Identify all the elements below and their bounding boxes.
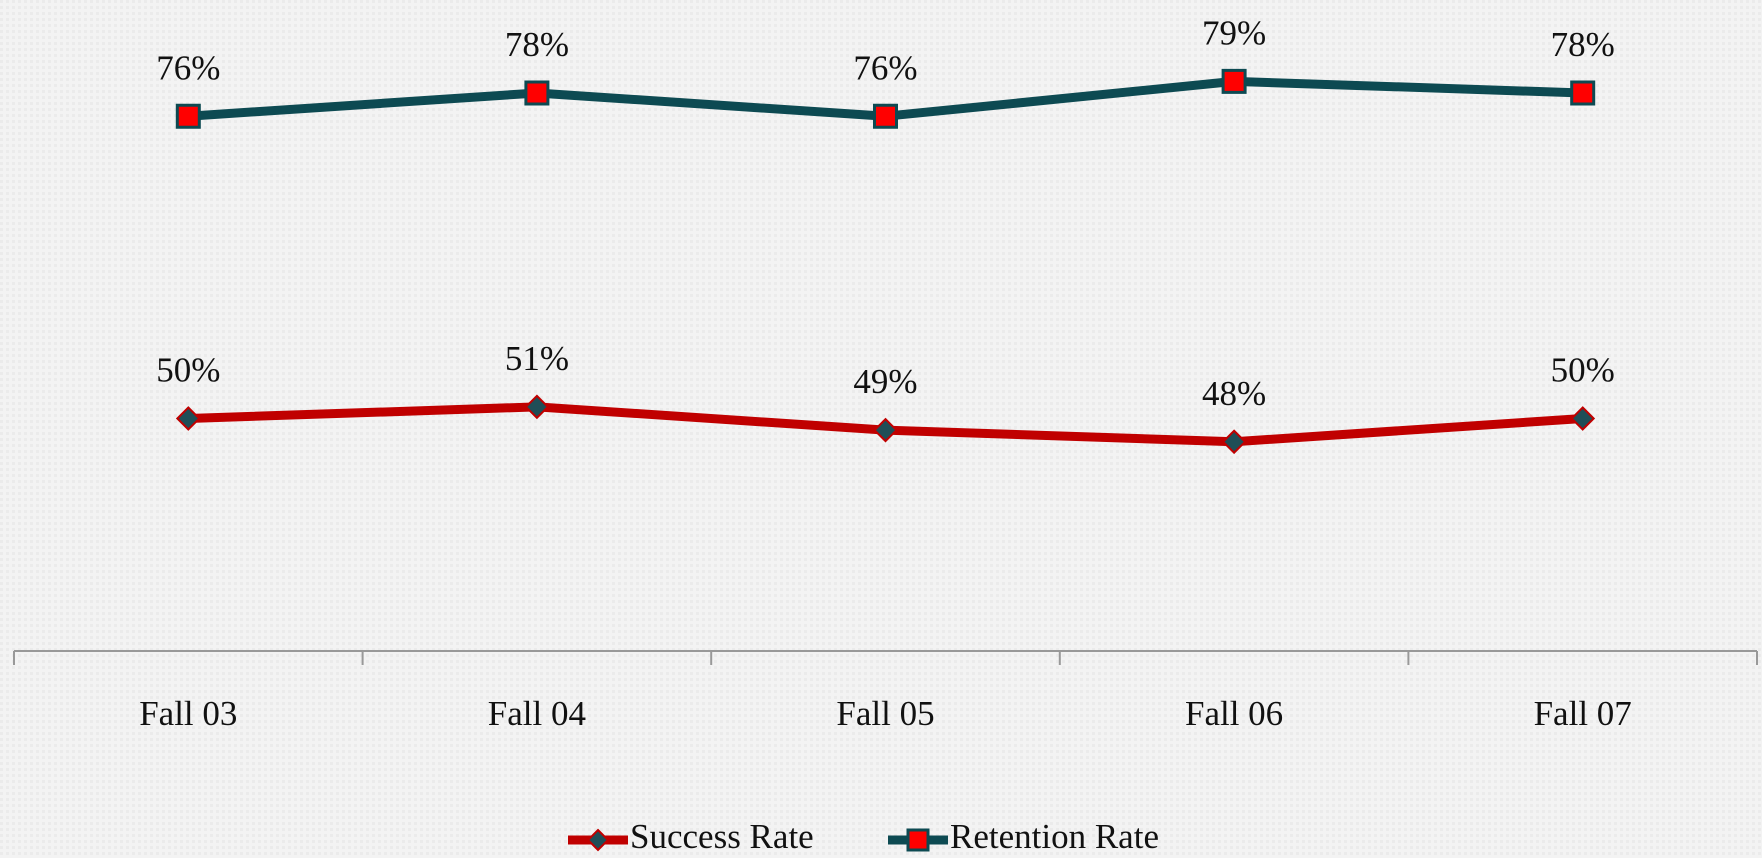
marker — [175, 406, 201, 431]
data-label: 76% — [853, 48, 917, 87]
x-tick-label: Fall 05 — [836, 694, 934, 733]
data-label: 78% — [1551, 25, 1615, 64]
marker — [906, 828, 930, 852]
marker — [524, 394, 550, 420]
marker — [586, 828, 610, 852]
marker — [1570, 406, 1596, 431]
data-label: 50% — [1551, 351, 1615, 390]
data-label: 51% — [505, 339, 569, 378]
data-label: 48% — [1202, 374, 1266, 413]
data-label: 50% — [156, 351, 220, 390]
data-label: 76% — [156, 48, 220, 87]
marker — [873, 417, 898, 443]
data-label: 79% — [1202, 13, 1266, 52]
marker — [1570, 80, 1596, 106]
x-tick-label: Fall 07 — [1534, 694, 1632, 733]
legend-label: Success Rate — [630, 817, 814, 856]
marker — [524, 80, 550, 106]
data-label: 78% — [505, 25, 569, 64]
x-tick-label: Fall 03 — [139, 694, 237, 733]
x-tick-label: Fall 06 — [1185, 694, 1283, 733]
marker — [873, 103, 898, 129]
x-tick-label: Fall 04 — [488, 694, 586, 733]
legend-label: Retention Rate — [950, 817, 1159, 856]
marker — [175, 103, 201, 129]
marker — [1221, 68, 1247, 94]
data-label: 49% — [853, 362, 917, 401]
marker — [1221, 429, 1247, 455]
